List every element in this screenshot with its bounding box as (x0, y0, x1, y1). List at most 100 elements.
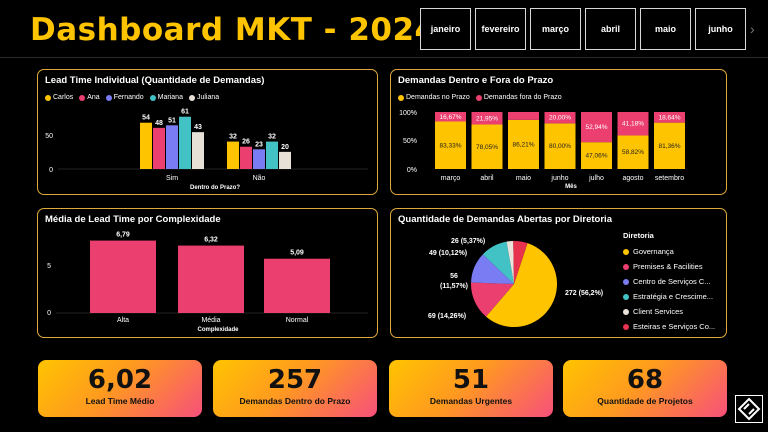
data-label: 83,33% (439, 142, 461, 149)
legend-item: Demandas fora do Prazo (475, 94, 562, 101)
pie-label: 26 (5,37%) (451, 238, 485, 245)
bar-fora-prazo (508, 112, 539, 120)
bar-no-prazo (617, 135, 649, 169)
card-title: Média de Lead Time por Complexidade (45, 214, 221, 225)
brand-logo-icon (735, 395, 763, 423)
kpi-lead-time-medio: 6,02 Lead Time Médio (38, 360, 202, 417)
bar (279, 151, 291, 169)
pie-label: 49 (10,12%) (429, 250, 467, 257)
demandas-diretoria-pie: 272 (56,2%) 69 (14,26%) 56 (11,57%) 49 (… (428, 238, 603, 327)
data-label: 5,09 (290, 250, 304, 257)
legend-item: Fernando (105, 94, 144, 101)
pie-slice (471, 282, 514, 317)
data-label: 61 (181, 109, 189, 116)
data-label: 6,32 (204, 237, 218, 244)
pie-label: 56 (450, 273, 458, 280)
chart-legend: Carlos Ana Fernando Mariana Juliana (45, 94, 219, 101)
kpi-label: Demandas Urgentes (429, 396, 513, 406)
pie-legend: Diretoria Governança Premises & Faciliti… (623, 231, 715, 334)
x-tick: julho (588, 175, 604, 182)
legend-item[interactable]: Client Services (623, 304, 715, 319)
card-title: Lead Time Individual (Quantidade de Dema… (45, 75, 265, 86)
data-label: 26 (242, 139, 250, 146)
month-button-junho[interactable]: junho (695, 8, 746, 50)
month-button-abril[interactable]: abril (585, 8, 636, 50)
data-label: 32 (229, 134, 237, 141)
demandas-diretoria-card: Quantidade de Demandas Abertas por Diret… (390, 208, 727, 338)
legend-item[interactable]: Estratégia e Crescime... (623, 289, 715, 304)
card-title: Demandas Dentro e Fora do Prazo (398, 75, 554, 86)
kpi-quantidade-projetos: 68 Quantidade de Projetos (563, 360, 727, 417)
data-label: 18,64% (658, 114, 680, 121)
legend-item[interactable]: Governança (623, 244, 715, 259)
data-label: 20,00% (549, 115, 571, 122)
data-label: 20 (281, 144, 289, 151)
y-tick: 100% (399, 110, 417, 117)
bar-fora-prazo (581, 112, 612, 143)
bar-fora-prazo (544, 112, 576, 124)
legend-item: Juliana (188, 94, 219, 101)
bar-fora-prazo (617, 112, 649, 136)
pie-label: 69 (14,26%) (428, 313, 466, 320)
x-tick: Média (201, 317, 220, 324)
bar (153, 127, 165, 169)
x-tick: junho (550, 175, 568, 182)
x-tick: Sim (166, 175, 178, 182)
data-label: 58,82% (622, 149, 644, 156)
header-divider (0, 57, 768, 58)
month-button-fevereiro[interactable]: fevereiro (475, 8, 526, 50)
pie-slice (506, 241, 514, 284)
bar-fora-prazo (435, 112, 466, 122)
legend-item[interactable]: Premises & Facilities (623, 259, 715, 274)
pie-slice (482, 241, 514, 284)
x-tick: Não (253, 175, 266, 182)
x-tick: março (441, 175, 461, 182)
data-label: 81,36% (658, 143, 680, 150)
y-tick: 5 (47, 263, 51, 270)
x-tick: abril (480, 175, 494, 182)
data-label: 80,00% (549, 143, 571, 150)
month-button-maio[interactable]: maio (640, 8, 691, 50)
x-tick: agosto (622, 175, 643, 182)
bar (179, 116, 191, 169)
demandas-prazo-card: Demandas Dentro e Fora do Prazo Demandas… (390, 69, 727, 195)
kpi-value: 51 (452, 365, 490, 395)
month-button-marco[interactable]: março (530, 8, 581, 50)
legend-item: Ana (79, 94, 100, 101)
x-tick: setembro (655, 175, 684, 182)
bar-no-prazo (654, 122, 685, 169)
x-tick: Normal (286, 317, 309, 324)
data-label: 6,79 (116, 232, 130, 239)
legend-item[interactable]: Esteiras e Serviços Co... (623, 319, 715, 334)
kpi-value: 6,02 (87, 365, 153, 395)
lead-time-individual-chart: 50 0 Sim Não Dentro do Prazo? 54 48 51 61 43… (45, 109, 368, 191)
legend-item: Carlos (45, 94, 73, 101)
kpi-demandas-dentro-prazo: 257 Demandas Dentro do Prazo (213, 360, 377, 417)
data-label: 41,18% (622, 121, 644, 128)
data-label: 51 (168, 117, 176, 124)
kpi-label: Demandas Dentro do Prazo (239, 396, 351, 406)
chevron-right-icon[interactable]: › (750, 21, 755, 37)
bar (264, 258, 330, 313)
demandas-prazo-chart: 100% 50% 0% Mês 83,33% 16,67% março 78,05% 2… (399, 110, 685, 190)
bar (192, 132, 204, 169)
kpi-value: 257 (267, 365, 323, 395)
bar-no-prazo (544, 123, 576, 169)
bar (140, 122, 152, 169)
bar (253, 149, 265, 169)
x-axis-label: Dentro do Prazo? (190, 185, 240, 191)
bar-no-prazo (581, 142, 612, 169)
bar-fora-prazo (654, 112, 685, 123)
y-tick: 0 (49, 167, 53, 174)
data-label: 52,94% (585, 124, 607, 131)
data-label: 43 (194, 124, 202, 131)
bar-no-prazo (471, 124, 503, 169)
month-button-janeiro[interactable]: janeiro (420, 8, 471, 50)
bar (266, 141, 278, 169)
data-label: 86,21% (512, 141, 534, 148)
x-tick: Alta (117, 317, 129, 324)
bar (240, 146, 252, 169)
kpi-demandas-urgentes: 51 Demandas Urgentes (389, 360, 553, 417)
legend-item[interactable]: Centro de Serviços C... (623, 274, 715, 289)
y-tick: 0% (407, 167, 417, 174)
